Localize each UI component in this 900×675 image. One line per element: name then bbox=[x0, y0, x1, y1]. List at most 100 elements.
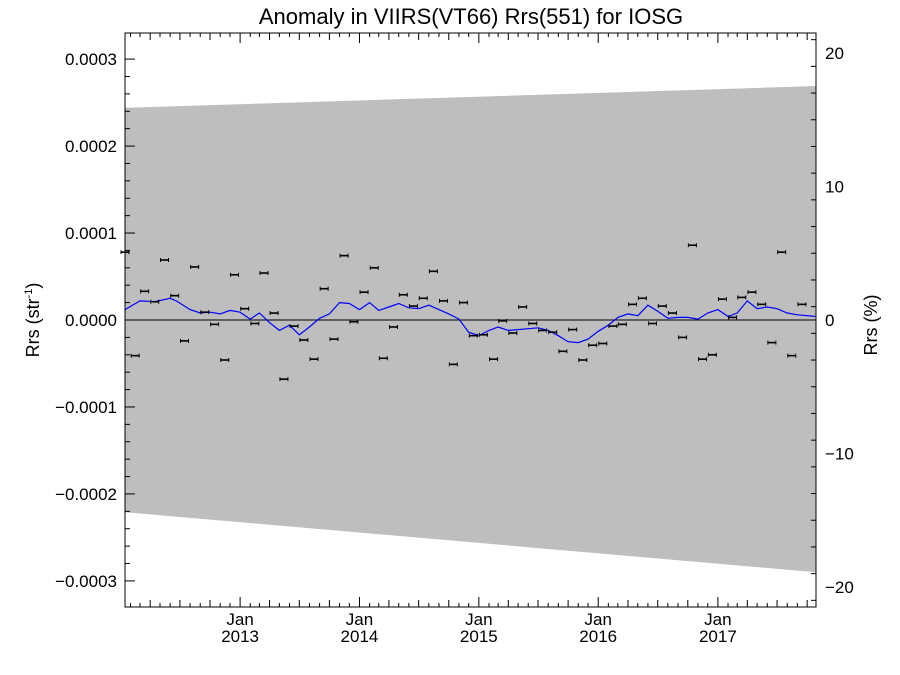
data-point bbox=[200, 310, 210, 315]
data-point bbox=[777, 250, 787, 255]
left-tick-label: −0.0002 bbox=[55, 485, 117, 504]
data-point bbox=[698, 357, 708, 362]
data-point bbox=[787, 353, 797, 358]
data-point bbox=[737, 295, 747, 300]
right-tick-label: 20 bbox=[825, 44, 844, 63]
data-point bbox=[408, 304, 418, 309]
data-point bbox=[678, 335, 688, 340]
data-point bbox=[319, 286, 329, 291]
data-point bbox=[538, 328, 548, 333]
running-mean-line bbox=[124, 297, 817, 344]
data-point bbox=[558, 349, 568, 354]
data-point bbox=[707, 352, 717, 357]
data-point bbox=[130, 353, 140, 358]
axis-labels-layer: 0.0003 0.0002 0.0001 0.0000 −0.0001 −0.0002 −0… bbox=[55, 44, 854, 646]
data-point bbox=[687, 243, 697, 248]
data-point bbox=[637, 296, 647, 301]
x-tick-month: Jan bbox=[465, 610, 492, 629]
data-point bbox=[468, 333, 478, 338]
data-point bbox=[578, 358, 588, 363]
left-tick-label: 0.0000 bbox=[65, 311, 117, 330]
right-tick-label: 10 bbox=[825, 178, 844, 197]
data-point bbox=[657, 304, 667, 309]
x-tick-month: Jan bbox=[704, 610, 731, 629]
data-point bbox=[489, 357, 499, 362]
left-axis-label: Rrs (str-1) bbox=[23, 283, 43, 358]
data-point bbox=[617, 322, 627, 327]
x-tick-year: 2013 bbox=[221, 627, 259, 646]
data-point bbox=[299, 338, 309, 343]
data-point bbox=[767, 340, 777, 345]
data-point bbox=[230, 272, 240, 277]
right-axis-label: Rrs (%) bbox=[861, 295, 881, 356]
data-point bbox=[548, 330, 558, 335]
data-point bbox=[728, 315, 738, 320]
x-tick-year: 2017 bbox=[699, 627, 737, 646]
data-point bbox=[378, 356, 388, 361]
data-point bbox=[528, 321, 538, 326]
data-point bbox=[339, 253, 349, 258]
data-point bbox=[797, 302, 807, 307]
data-point bbox=[309, 357, 319, 362]
data-point bbox=[279, 377, 289, 382]
data-point bbox=[498, 318, 508, 323]
uncertainty-band bbox=[125, 86, 816, 573]
data-point bbox=[329, 337, 339, 342]
data-point bbox=[458, 300, 468, 305]
data-point bbox=[388, 324, 398, 329]
data-point bbox=[140, 289, 150, 294]
left-tick-label: 0.0001 bbox=[65, 224, 117, 243]
data-point bbox=[418, 296, 428, 301]
data-point bbox=[160, 257, 170, 262]
data-point bbox=[667, 311, 677, 316]
x-tick-month: Jan bbox=[226, 610, 253, 629]
data-point bbox=[250, 321, 260, 326]
right-tick-label: −20 bbox=[825, 578, 854, 597]
data-point bbox=[349, 319, 359, 324]
x-tick-year: 2014 bbox=[341, 627, 379, 646]
data-point bbox=[717, 297, 727, 302]
data-point bbox=[628, 302, 638, 307]
data-point bbox=[398, 292, 408, 297]
left-tick-label: 0.0002 bbox=[65, 137, 117, 156]
data-point bbox=[428, 269, 438, 274]
chart-title: Anomaly in VIIRS(VT66) Rrs(551) for IOSG bbox=[259, 4, 683, 29]
data-point bbox=[439, 298, 449, 303]
data-point bbox=[369, 265, 379, 270]
data-point bbox=[180, 338, 190, 343]
running-mean-layer bbox=[124, 297, 817, 344]
x-tick-month: Jan bbox=[346, 610, 373, 629]
data-point bbox=[289, 324, 299, 329]
data-point bbox=[608, 324, 618, 329]
data-point bbox=[518, 304, 528, 309]
axis-ticks-layer bbox=[125, 33, 816, 607]
data-point bbox=[568, 327, 578, 332]
data-point bbox=[647, 321, 657, 326]
data-point bbox=[359, 290, 369, 295]
left-tick-label: −0.0003 bbox=[55, 572, 117, 591]
right-tick-label: −10 bbox=[825, 444, 854, 463]
data-point bbox=[170, 293, 180, 298]
data-point bbox=[478, 332, 488, 337]
data-point bbox=[598, 341, 608, 346]
data-points-layer bbox=[120, 243, 807, 382]
x-tick-month: Jan bbox=[584, 610, 611, 629]
right-tick-label: 0 bbox=[825, 311, 834, 330]
x-tick-year: 2015 bbox=[460, 627, 498, 646]
data-point bbox=[210, 322, 220, 327]
data-point bbox=[448, 362, 458, 367]
data-point bbox=[150, 299, 160, 304]
data-point bbox=[240, 306, 250, 311]
data-point bbox=[220, 358, 230, 363]
data-point bbox=[190, 264, 200, 269]
left-tick-label: −0.0001 bbox=[55, 398, 117, 417]
data-point bbox=[269, 311, 279, 316]
uncertainty-band-layer bbox=[125, 86, 816, 573]
data-point bbox=[747, 290, 757, 295]
data-point bbox=[508, 331, 518, 336]
data-point bbox=[259, 271, 269, 276]
data-point bbox=[757, 302, 767, 307]
left-tick-label: 0.0003 bbox=[65, 50, 117, 69]
x-tick-year: 2016 bbox=[579, 627, 617, 646]
